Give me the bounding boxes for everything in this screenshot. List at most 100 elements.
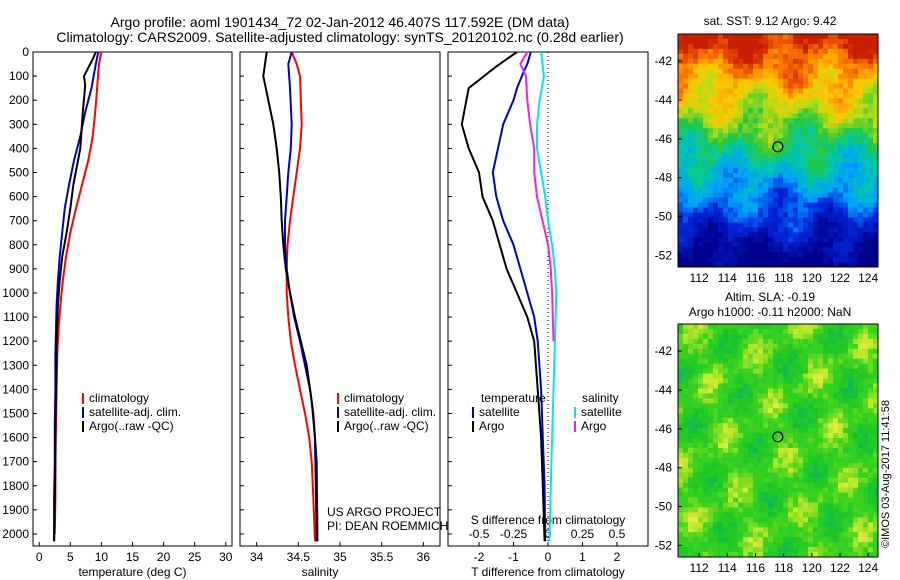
top-x-tick-label: -0.25	[500, 527, 528, 541]
legend-label: Argo(..raw -QC)	[89, 419, 174, 433]
y-tick-label: 1900	[2, 503, 29, 517]
sla-field	[678, 324, 879, 558]
lon-tick-label: 114	[718, 561, 737, 575]
legend-label: satellite-adj. clim.	[344, 405, 436, 419]
plot-frame	[239, 51, 441, 547]
y-tick-label: 1500	[2, 406, 29, 420]
lon-tick-label: 122	[830, 271, 850, 285]
y-tick-label: 1400	[2, 382, 29, 396]
x-tick-label: 25	[188, 550, 202, 564]
x-tick-label: 5	[67, 550, 74, 564]
lat-tick-label: -44	[655, 93, 673, 107]
lon-tick-label: 114	[718, 271, 737, 285]
series-line-2	[53, 51, 97, 542]
map-frame	[677, 323, 879, 558]
argo-position-marker	[772, 141, 784, 153]
legend-title-salinity: salinity	[582, 391, 619, 405]
lon-tick-label: 118	[774, 561, 793, 575]
x-tick-label: 35.5	[370, 550, 394, 564]
lat-tick-label: -50	[655, 500, 673, 514]
series-line-0	[491, 51, 547, 542]
x-tick-label: 34	[250, 550, 264, 564]
sst-map-panel: -42 -44 -46 -48 -50 -52 112 114 116 118 120 122 124	[655, 33, 879, 285]
top-x-tick-label: 0	[545, 527, 552, 541]
lon-tick-label: 124	[858, 561, 878, 575]
top-x-axis-label: S difference from climatology	[471, 513, 626, 527]
lon-tick-label: 120	[802, 271, 822, 285]
y-tick-label: 400	[9, 141, 29, 155]
top-x-tick-label: 0.25	[571, 527, 595, 541]
annotation-line: PI: DEAN ROEMMICH	[327, 519, 448, 533]
lon-tick-label: 112	[690, 561, 709, 575]
x-axis-label: salinity	[302, 565, 339, 579]
x-tick-label: 0	[545, 550, 552, 564]
lon-tick-label: 124	[858, 271, 878, 285]
map-frame	[677, 33, 879, 268]
header-title: Argo profile: aoml 1901434_72 02-Jan-201…	[111, 14, 570, 30]
y-tick-label: 600	[9, 190, 29, 204]
series-line-3	[519, 51, 555, 342]
lon-tick-label: 116	[746, 271, 765, 285]
sla-map-title-line1: Altim. SLA: -0.19	[725, 290, 815, 304]
lat-tick-label: -52	[655, 538, 673, 552]
x-tick-label: 36	[417, 550, 431, 564]
y-tick-label: 1800	[2, 479, 29, 493]
annotation-line: US ARGO PROJECT	[327, 505, 442, 519]
y-tick-label: 1300	[2, 358, 29, 372]
x-tick-label: 35	[333, 550, 347, 564]
plot-frame	[32, 51, 233, 547]
x-tick-label: 34.5	[287, 550, 311, 564]
sst-map-title: sat. SST: 9.12 Argo: 9.42	[704, 14, 837, 28]
plot-frame	[447, 51, 649, 547]
x-tick-label: 2	[614, 550, 621, 564]
x-tick-label: -2	[474, 550, 485, 564]
x-tick-label: 1	[579, 550, 586, 564]
lat-tick-label: -42	[655, 344, 673, 358]
lat-tick-label: -46	[655, 422, 673, 436]
y-tick-label: 1600	[2, 431, 29, 445]
temperature-panel: 0100200300400500600700800900100011001200…	[2, 45, 232, 579]
series-line-0	[285, 51, 316, 542]
x-tick-label: 15	[126, 550, 140, 564]
x-tick-label: 10	[95, 550, 109, 564]
y-tick-label: 300	[9, 117, 29, 131]
y-tick-label: 900	[9, 262, 29, 276]
x-tick-label: 0	[36, 550, 43, 564]
lat-tick-label: -48	[655, 461, 673, 475]
y-tick-label: 500	[9, 165, 29, 179]
lat-tick-label: -48	[655, 171, 673, 185]
header-subtitle: Climatology: CARS2009. Satellite-adjuste…	[56, 29, 623, 45]
y-tick-label: 100	[9, 69, 29, 83]
argo-position-marker	[772, 431, 784, 443]
lon-tick-label: 120	[802, 561, 822, 575]
legend-label: climatology	[344, 391, 404, 405]
top-x-tick-label: -0.5	[469, 527, 490, 541]
series-line-2	[262, 51, 318, 542]
legend-label: satellite-adj. clim.	[89, 405, 181, 419]
y-tick-label: 0	[22, 45, 29, 59]
y-tick-label: 200	[9, 93, 29, 107]
x-axis-label: T difference from climatology	[471, 565, 625, 579]
series-line-1	[460, 51, 546, 542]
lat-tick-label: -52	[655, 248, 673, 262]
y-tick-label: 1000	[2, 286, 29, 300]
y-tick-label: 1700	[2, 455, 29, 469]
legend-label: satellite	[581, 405, 622, 419]
x-tick-label: 20	[157, 550, 171, 564]
legend-label: Argo	[581, 419, 607, 433]
difference-panel: -2 -1 0 1 2T difference from climatology -0.5…	[447, 51, 649, 579]
lon-tick-label: 122	[830, 561, 850, 575]
y-tick-label: 1100	[3, 310, 29, 324]
y-tick-label: 800	[9, 238, 29, 252]
lat-tick-label: -46	[655, 132, 673, 146]
legend-label: climatology	[89, 391, 149, 405]
series-line-2	[536, 51, 558, 542]
lon-tick-label: 112	[690, 271, 709, 285]
legend-title-temperature: temperature	[481, 391, 546, 405]
lat-tick-label: -50	[655, 210, 673, 224]
legend-label: Argo(..raw -QC)	[344, 419, 429, 433]
legend-label: Argo	[479, 419, 505, 433]
sla-map-panel: -42 -44 -46 -48 -50 -52 112 114 116 118 120 122 124	[655, 323, 879, 575]
series-line-0	[53, 51, 103, 535]
